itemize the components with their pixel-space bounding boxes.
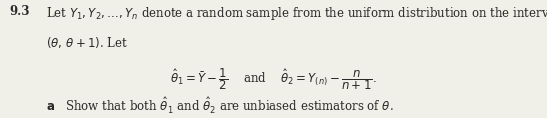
- Text: $\mathbf{a}$   Show that both $\hat{\theta}_1$ and $\hat{\theta}_2$ are unbiased: $\mathbf{a}$ Show that both $\hat{\theta…: [46, 96, 394, 116]
- Text: $\hat{\theta}_1 = \bar{Y} - \dfrac{1}{2}$$\quad$ and $\quad$$\hat{\theta}_2 = Y_: $\hat{\theta}_1 = \bar{Y} - \dfrac{1}{2}…: [170, 66, 377, 92]
- Text: Let $Y_1, Y_2, \ldots, Y_n$ denote a random sample from the uniform distribution: Let $Y_1, Y_2, \ldots, Y_n$ denote a ran…: [46, 5, 547, 22]
- Text: $(\theta,\, \theta + 1)$. Let: $(\theta,\, \theta + 1)$. Let: [46, 35, 129, 50]
- Text: 9.3: 9.3: [10, 5, 30, 18]
